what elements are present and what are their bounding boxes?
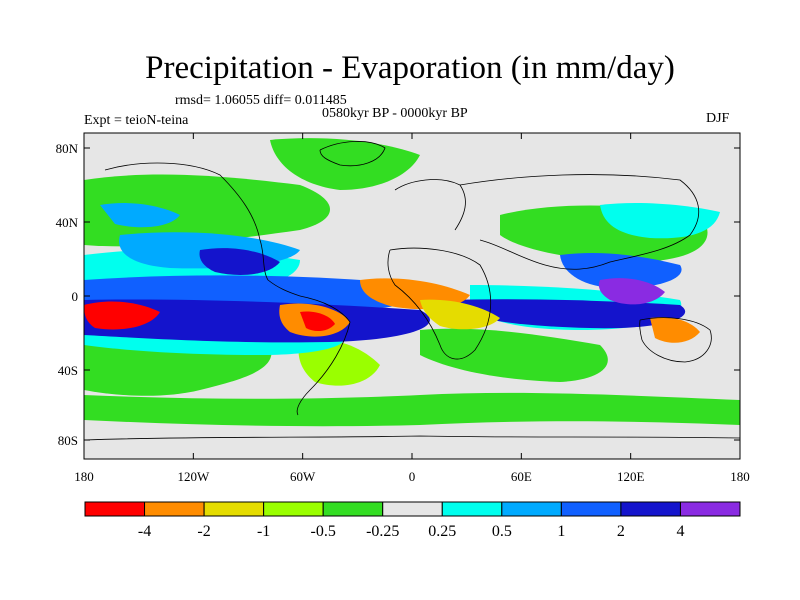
colorbar-swatch [263,501,324,517]
y-tick-label: 80S [58,433,78,448]
colorbar: -4 -2 -1 -0.5 -0.25 0.25 0.5 1 2 4 [84,501,741,540]
x-tick-label: 180 [730,469,750,484]
colorbar-swatch [501,501,562,517]
coastline-australia [639,317,712,363]
coastline-north-america [104,162,301,297]
field-patch-purple [598,278,665,305]
x-axis: 180 120W 60W 0 60E 120E 180 [74,133,750,484]
field-patch-cyan-4 [600,202,720,239]
colorbar-swatch [84,501,146,517]
colorbar-label: 0.25 [428,523,456,540]
y-tick-label: 0 [72,289,79,304]
y-tick-label: 40S [58,363,78,378]
field-negative [84,203,700,343]
field-patch-nh-pacific [84,174,330,247]
y-tick-label: 40N [56,215,79,230]
colorbar-swatch [560,501,622,517]
colorbar-swatch [620,501,681,517]
colorbar-swatch [382,501,443,517]
field-patch-north-atlantic [270,138,420,190]
colorbar-label: 1 [557,523,565,540]
x-tick-label: 180 [74,469,94,484]
x-tick-label: 0 [409,469,416,484]
colorbar-swatch [322,501,384,517]
field-patch-indian-ocean [420,328,608,382]
colorbar-label: -1 [257,523,270,540]
field-patch-yellow-africa [420,299,500,330]
x-tick-label: 120E [617,469,645,484]
period-text: 0580kyr BP - 0000kyr BP [322,106,468,121]
experiment-label: Expt = teioN-teina [84,113,189,128]
field-patch-orange-australia [650,317,700,343]
colorbar-swatch [679,501,741,517]
coastline-antarctica [84,435,740,441]
season-label: DJF [706,111,730,126]
field-green [84,138,740,427]
coastline-greenland [319,141,386,167]
colorbar-label: -0.5 [311,523,336,540]
colorbar-swatch [203,501,265,517]
coastline-africa [387,247,492,360]
coastline-south-america [296,295,351,416]
colorbar-label: 0.5 [492,523,512,540]
y-tick-label: 80N [56,141,79,156]
plot-title: Precipitation - Evaporation (in mm/day) [145,50,675,86]
colorbar-label: 2 [617,523,625,540]
coastline-asia [459,174,699,270]
field-patch-darkblue-3 [199,248,280,275]
coastline-europe [394,179,466,231]
colorbar-swatch [144,501,205,517]
field-blue [84,232,686,343]
field-patch-red-brazil [300,311,335,332]
colorbar-label: -0.25 [366,523,399,540]
x-tick-label: 60W [290,469,316,484]
field-patch-southern-ocean [84,392,740,427]
field-patch-red-pacific [84,301,160,330]
field-patch-blue-4 [100,203,180,228]
colorbar-label: -2 [197,523,210,540]
field-patch-blue-3 [560,253,682,289]
colorbar-label: -4 [138,523,151,540]
y-axis: 80N 40N 0 40S 80S [56,141,740,448]
colorbar-swatch [441,501,503,517]
coastlines [84,141,740,441]
x-tick-label: 120W [177,469,210,484]
colorbar-label: 4 [676,523,684,540]
field-patch-darkblue-2 [440,299,686,329]
x-tick-label: 60E [511,469,532,484]
field-layer [84,133,740,459]
field-patch-darkblue-1 [84,299,430,343]
stats-text: rmsd= 1.06055 diff= 0.011485 [175,93,347,108]
